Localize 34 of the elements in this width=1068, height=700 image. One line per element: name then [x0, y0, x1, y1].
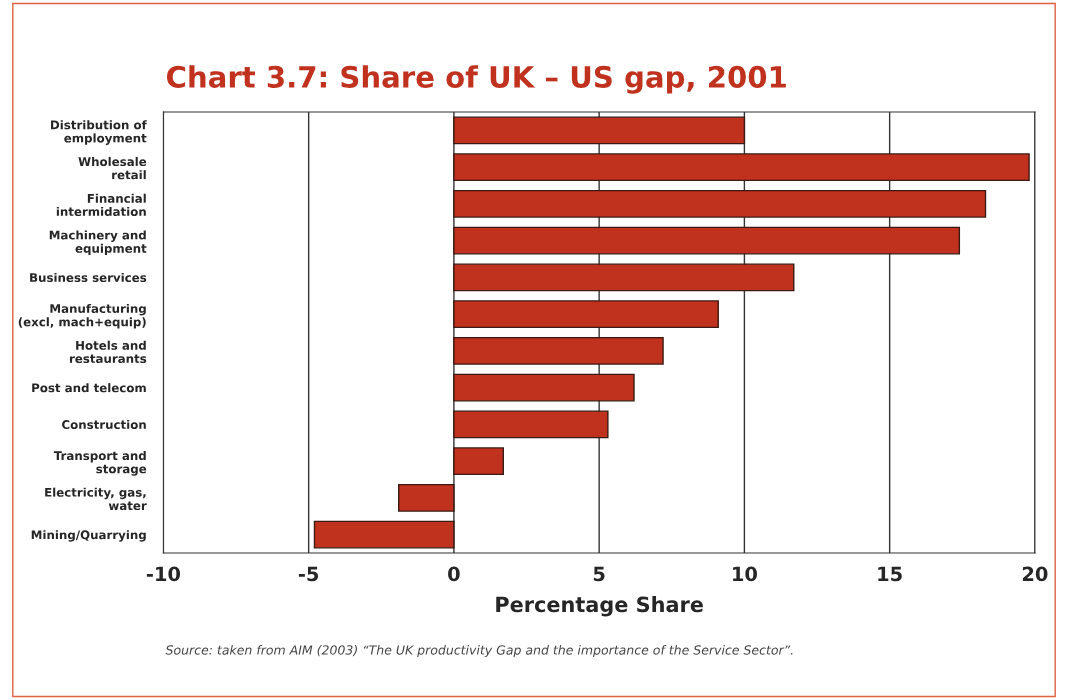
bar: [453, 373, 635, 402]
bar: [453, 226, 961, 255]
x-tick-label: 0: [448, 566, 460, 582]
y-tick-label: Transport and storage: [53, 450, 147, 476]
chart-title: Chart 3.7: Share of UK – US gap, 2001: [166, 65, 786, 94]
bar: [453, 263, 795, 292]
y-tick-label: Electricity, gas, water: [45, 487, 147, 511]
y-tick-label: Financial intermidation: [56, 193, 146, 217]
x-tick-label: -10: [146, 566, 181, 582]
y-tick-label: Distribution of employment: [51, 120, 147, 145]
y-tick-label: Business services: [30, 272, 147, 283]
source-note: Source: taken from AIM (2003) “The UK productivity Gap and the importance of the Service Sector”.: [165, 645, 793, 658]
x-axis-title: Percentage Share: [496, 596, 703, 617]
bar: [453, 336, 664, 365]
bar: [453, 153, 1030, 182]
x-tick-label: 5: [593, 566, 605, 582]
x-tick-label: 20: [1022, 566, 1048, 582]
x-tick-label: 15: [878, 566, 902, 582]
bar: [398, 483, 455, 512]
y-tick-label: Construction: [62, 419, 146, 430]
bar: [453, 300, 719, 329]
y-tick-label: Wholesale retail: [78, 156, 147, 180]
bar: [453, 189, 987, 218]
y-tick-label: Post and telecom: [32, 383, 146, 393]
x-tick-label: 10: [733, 566, 757, 582]
bar: [453, 447, 504, 476]
bar: [453, 410, 609, 439]
x-tick-label: -5: [298, 566, 319, 582]
y-tick-label: Mining/Quarrying: [31, 530, 146, 542]
y-tick-label: Hotels and restaurants: [70, 340, 147, 364]
bar: [453, 116, 746, 145]
y-tick-label: Machinery and equipment: [49, 230, 147, 256]
bar: [313, 520, 455, 549]
y-tick-label: Manufacturing (excl, mach+equip): [18, 303, 146, 329]
